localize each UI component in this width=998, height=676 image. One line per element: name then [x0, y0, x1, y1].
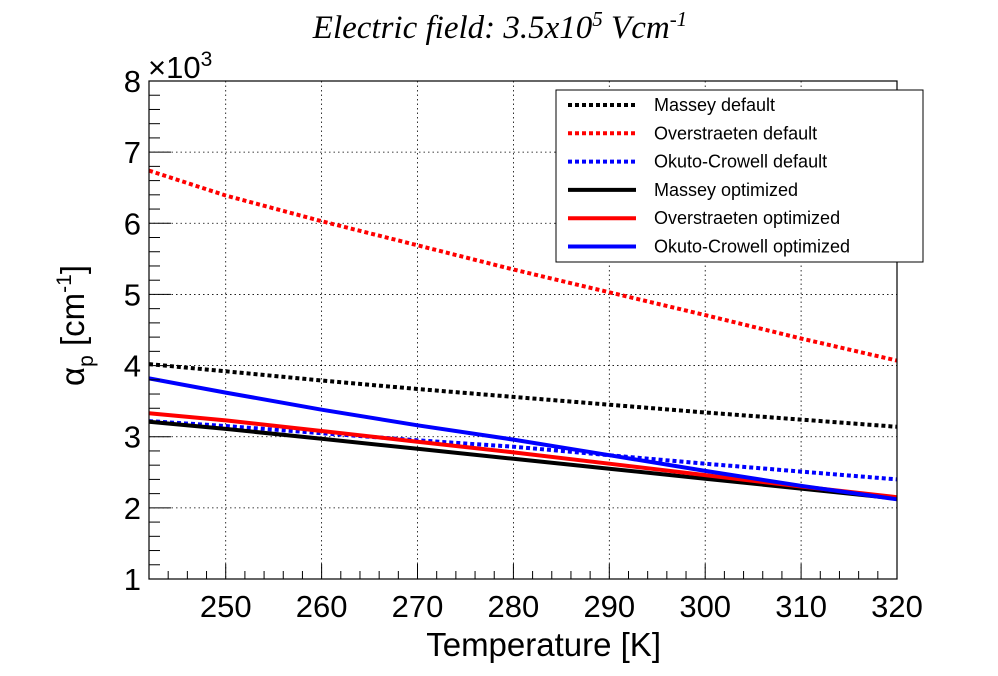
x-tick-label-300: 300 [679, 589, 731, 624]
series-line-okuto-crowell-optimized [148, 376, 898, 502]
legend-label-2: Okuto-Crowell default [654, 152, 827, 172]
y-multiplier-exponent: 3 [201, 48, 213, 71]
y-label-close: ] [54, 265, 91, 274]
y-tick-label-8: 8 [124, 64, 141, 99]
title-prefix: Electric field: 3.5x10 [312, 10, 593, 46]
x-axis-label: Temperature [K] [426, 626, 661, 663]
title-unit-exponent: -1 [670, 7, 688, 31]
x-tick-label-260: 260 [296, 589, 348, 624]
tick-labels: 250 260 270 280 290 300 310 320 1 2 3 4 5 6 7 8 [124, 64, 923, 624]
legend-label-1: Overstraeten default [654, 123, 817, 143]
y-tick-label-3: 3 [124, 420, 141, 455]
series-line-massey-default [148, 362, 898, 429]
x-tick-label-320: 320 [871, 589, 923, 624]
y-tick-label-5: 5 [124, 277, 141, 312]
legend-box [555, 89, 924, 263]
y-label-subscript: p [75, 355, 98, 367]
chart-title: Electric field: 3.5x105 Vcm-1 [312, 7, 687, 46]
y-multiplier: ×103 [148, 48, 212, 85]
series-line-overstraeten-default [148, 168, 898, 363]
axis-ticks [148, 80, 898, 580]
title-exponent: 5 [592, 7, 603, 31]
y-tick-label-7: 7 [124, 135, 141, 170]
y-label-unit: [cm [54, 293, 91, 355]
series-lines [148, 168, 898, 502]
plot-frame [148, 80, 898, 580]
series-line-okuto-crowell-default [148, 419, 898, 482]
title-suffix: Vcm [603, 10, 670, 46]
legend-label-3: Massey optimized [654, 180, 798, 200]
y-axis-label: αp [cm-1] [53, 265, 98, 386]
y-label-unit-exponent: -1 [53, 274, 76, 293]
x-tick-label-290: 290 [583, 589, 635, 624]
legend-label-4: Overstraeten optimized [654, 208, 840, 228]
legend-label-0: Massey default [654, 95, 775, 115]
legend: Massey default Overstraeten default Okuto-… [555, 89, 924, 263]
grid [149, 81, 897, 579]
y-tick-label-2: 2 [124, 491, 141, 526]
y-tick-label-1: 1 [124, 562, 141, 597]
y-label-symbol: α [54, 367, 91, 386]
x-tick-label-250: 250 [200, 589, 252, 624]
legend-label-5: Okuto-Crowell optimized [654, 237, 850, 257]
y-tick-label-4: 4 [124, 349, 141, 384]
y-tick-label-6: 6 [124, 206, 141, 241]
x-tick-label-280: 280 [488, 589, 540, 624]
x-tick-label-310: 310 [775, 589, 827, 624]
y-multiplier-base: ×10 [148, 50, 201, 85]
legend-entries: Massey default Overstraeten default Okuto-… [568, 95, 850, 257]
x-tick-label-270: 270 [392, 589, 444, 624]
series-line-massey-optimized [148, 419, 898, 501]
